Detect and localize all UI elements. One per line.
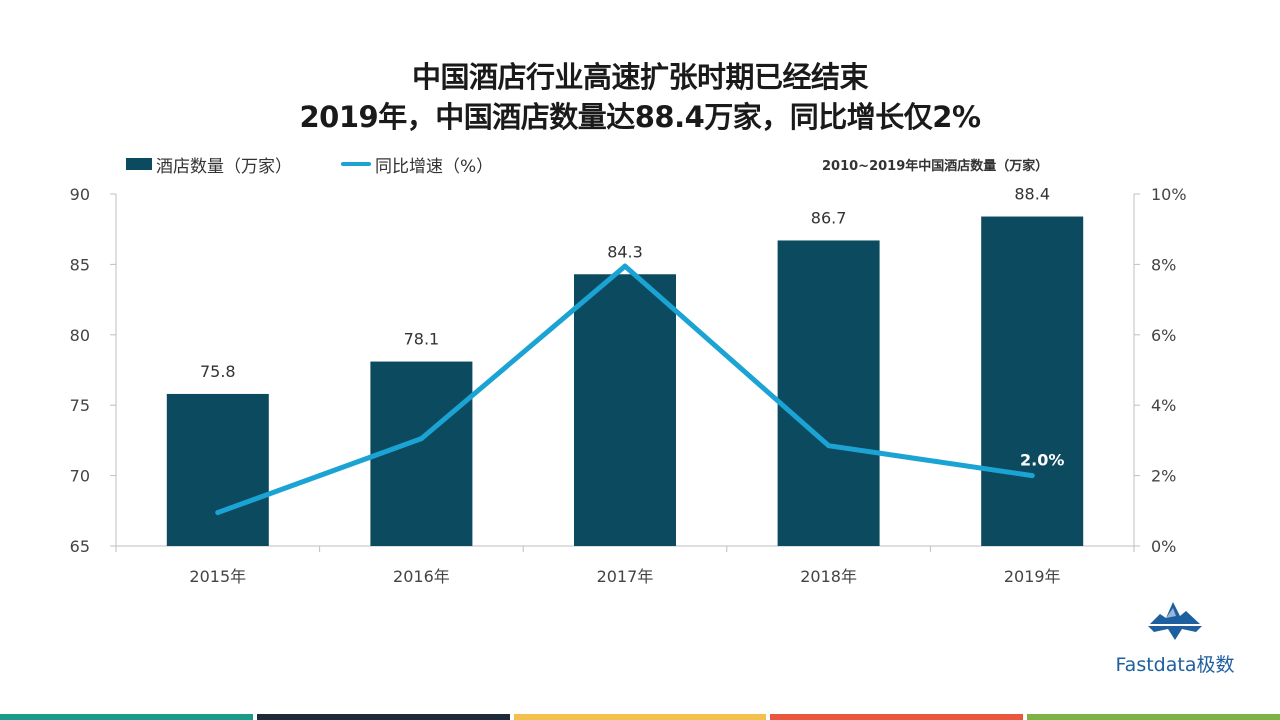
mountain-icon [1148, 602, 1202, 640]
growth-rate-point [622, 263, 628, 269]
legend-item-line: 同比增速（%） [341, 152, 494, 177]
footer-stripes [0, 714, 1280, 720]
footer-stripe [770, 714, 1024, 720]
bar-hotel-count [370, 361, 473, 546]
footer-stripe [513, 714, 767, 720]
bar-hotel-count [166, 393, 269, 546]
footer-stripe [0, 714, 253, 720]
growth-rate-point [418, 436, 424, 442]
x-tick-label: 2015年 [189, 567, 246, 586]
growth-rate-point [1029, 473, 1035, 479]
legend-line-label: 同比增速（%） [375, 156, 494, 177]
legend-bar-swatch [126, 158, 152, 170]
chart-title-line1: 中国酒店行业高速扩张时期已经结束 [411, 60, 869, 94]
brand-logo: Fastdata极数 [1110, 598, 1240, 678]
chart-caption: 2010~2019年中国酒店数量（万家） [822, 159, 1049, 174]
bar-data-label: 86.7 [811, 208, 847, 227]
y-left-tick-label: 85 [70, 255, 90, 274]
y-left-tick-label: 80 [70, 326, 90, 345]
growth-rate-point [826, 443, 832, 449]
legend-item-bar: 酒店数量（万家） [126, 152, 292, 177]
footer-stripe [1027, 714, 1280, 720]
bar-data-label: 75.8 [200, 362, 236, 381]
y-left-tick-label: 70 [70, 467, 90, 486]
bar-hotel-count [777, 240, 880, 547]
y-right-tick-label: 6% [1151, 326, 1176, 345]
bar-data-label: 78.1 [404, 330, 440, 349]
bar-data-label: 88.4 [1014, 185, 1050, 204]
y-left-tick-label: 90 [70, 185, 90, 204]
bar-hotel-count [981, 216, 1084, 546]
legend-bar-label: 酒店数量（万家） [156, 156, 292, 177]
footer-stripe [256, 714, 510, 720]
bar-data-label: 84.3 [607, 242, 643, 261]
x-tick-label: 2018年 [800, 567, 857, 586]
x-tick-label: 2016年 [393, 567, 450, 586]
x-tick-label: 2017年 [597, 567, 654, 586]
bar-hotel-count [574, 274, 676, 546]
y-right-tick-label: 2% [1151, 467, 1176, 486]
brand-name: Fastdata极数 [1115, 654, 1235, 676]
chart-title-line2: 2019年，中国酒店数量达88.4万家，同比增长仅2% [299, 100, 982, 134]
y-right-tick-label: 0% [1151, 537, 1176, 556]
y-right-tick-label: 10% [1151, 185, 1187, 204]
y-right-tick-label: 4% [1151, 396, 1176, 415]
y-left-tick-label: 75 [70, 396, 90, 415]
legend-line-swatch [341, 162, 371, 166]
y-right-tick-label: 8% [1151, 255, 1176, 274]
line-data-label: 2.0% [1020, 451, 1064, 470]
y-left-tick-label: 65 [70, 537, 90, 556]
growth-rate-point [215, 510, 221, 516]
x-tick-label: 2019年 [1004, 567, 1061, 586]
